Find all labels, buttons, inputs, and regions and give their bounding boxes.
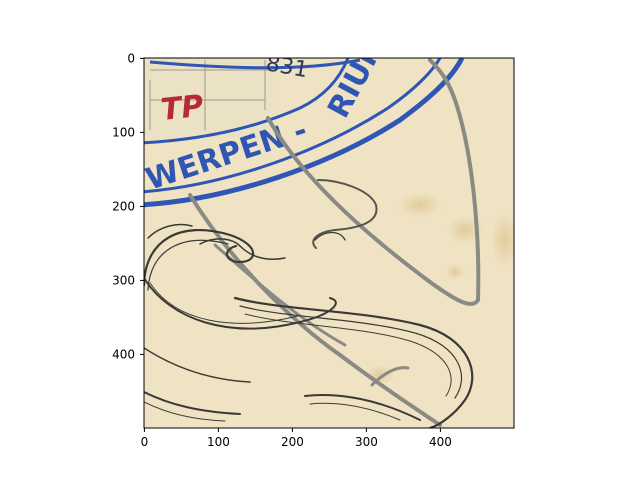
y-tick-label: 200	[112, 200, 135, 214]
y-axis: 0 100 200 300 400	[112, 52, 144, 362]
ornament-curve	[304, 394, 421, 421]
x-tick-label: 200	[281, 435, 304, 449]
ornament-curve	[233, 296, 474, 428]
stamp-ring-innermost	[144, 58, 350, 145]
ornament-curve	[144, 229, 255, 287]
pencil-stroke	[312, 229, 336, 249]
ornament-curve	[314, 231, 346, 241]
y-tick-label: 400	[112, 348, 135, 362]
ornament-curve	[144, 391, 241, 415]
image-border	[143, 57, 515, 429]
ornament-curve	[147, 239, 229, 291]
pencil-stroke	[317, 179, 378, 231]
pencil-stroke	[266, 58, 481, 306]
x-tick-label: 100	[207, 435, 230, 449]
ornament-curve	[144, 277, 337, 330]
ornament-curve	[239, 305, 463, 399]
ornament-curve	[149, 282, 299, 324]
pencil-stroke	[188, 193, 442, 427]
red-mark: TP	[159, 89, 205, 128]
stain	[398, 193, 442, 217]
ornament-flourish	[144, 223, 474, 428]
stamp-top-arc	[149, 58, 361, 70]
ornament-curve	[144, 401, 226, 422]
x-tick-label: 0	[141, 435, 149, 449]
blue-stamp	[144, 58, 465, 208]
ornament-curve	[199, 238, 286, 260]
pencil-stroke	[370, 366, 410, 387]
stamp-inner-lines	[149, 60, 270, 130]
stain	[445, 264, 465, 280]
y-tick-label: 100	[112, 126, 135, 140]
ornament-curve	[147, 223, 193, 239]
x-axis: 0 100 200 300 400	[141, 428, 452, 449]
y-tick-label: 0	[127, 52, 135, 66]
x-tick-label: 300	[355, 435, 378, 449]
ornament-curve	[309, 402, 401, 421]
ornament-curve	[244, 313, 452, 397]
stamp-ring-inner	[144, 58, 442, 194]
stamp-ring-outer	[144, 58, 465, 208]
stain	[491, 212, 514, 268]
ornament-curve	[144, 347, 251, 383]
image-panel: WERPEN - RIUM 831 TP	[144, 58, 514, 428]
x-tick-label: 400	[429, 435, 452, 449]
stain	[447, 216, 483, 244]
y-tick-label: 300	[112, 274, 135, 288]
